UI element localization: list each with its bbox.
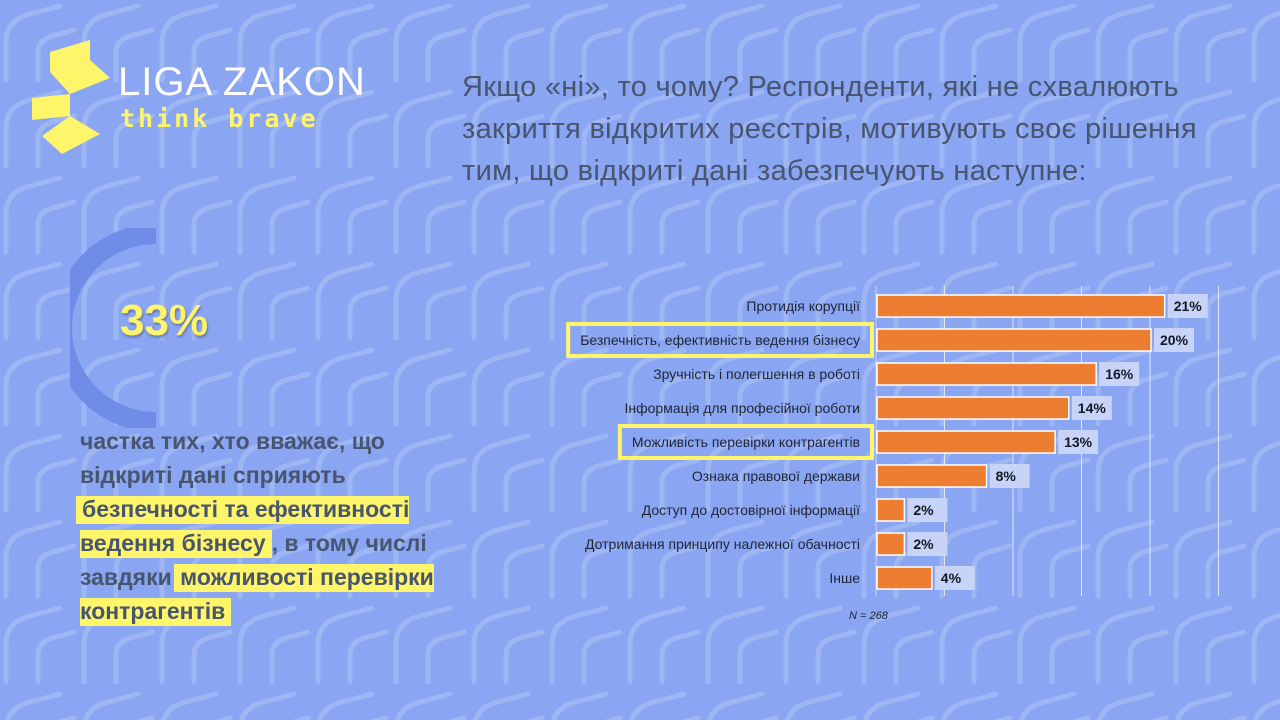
percent-ring — [70, 228, 157, 428]
bar — [876, 498, 906, 522]
category-label: Можливість перевірки контрагентів — [632, 434, 860, 450]
bar — [876, 294, 1166, 318]
category-label: Доступ до достовірної інформації — [642, 502, 860, 518]
data-label: 13% — [1064, 434, 1093, 450]
data-label-bg — [1167, 294, 1208, 318]
data-label-bg — [907, 498, 948, 522]
data-label-bg — [989, 464, 1030, 488]
brand-tagline: think brave — [120, 104, 319, 133]
data-label-bg — [1071, 396, 1112, 420]
bar — [876, 464, 988, 488]
data-label: 21% — [1174, 298, 1203, 314]
category-label: Ознака правової держави — [692, 468, 860, 484]
liga-zakon-logo-icon — [32, 40, 110, 154]
bar-chart: Протидія корупції 21% Безпечність, ефектив… — [566, 286, 1219, 596]
page-title: Якщо «ні», то чому? Респонденти, які не … — [462, 71, 1197, 187]
bar — [876, 430, 1056, 454]
data-label: 16% — [1105, 366, 1134, 382]
logo: LIGA ZAKON think brave — [28, 38, 408, 168]
highlight-box — [617, 424, 874, 460]
bar — [876, 532, 906, 556]
data-label: 2% — [913, 502, 934, 518]
data-label-bg — [1058, 430, 1099, 454]
data-label-bg — [907, 532, 948, 556]
data-label: 14% — [1078, 400, 1107, 416]
brand-name: LIGA ZAKON — [118, 60, 366, 104]
stat-description: частка тих, хто вважає, що відкриті дані… — [76, 424, 450, 628]
bar — [876, 328, 1152, 352]
sample-size-note: N = 268 — [849, 610, 888, 622]
category-label: Інформація для професійної роботи — [624, 400, 860, 416]
data-label-bg — [934, 566, 975, 590]
highlight-box — [566, 322, 874, 358]
stat-text-part: , в тому числі завдяки — [80, 530, 427, 590]
data-label: 20% — [1160, 332, 1189, 348]
bar — [876, 396, 1070, 420]
category-label: Безпечність, ефективність ведення бізнес… — [580, 332, 860, 348]
bar — [876, 362, 1097, 386]
data-label: 4% — [941, 570, 962, 586]
category-label: Інше — [829, 570, 860, 586]
data-label: 2% — [913, 536, 934, 552]
category-label: Дотримання принципу належної обачності — [585, 536, 860, 552]
bar — [876, 566, 933, 590]
stat-text-part: частка тих, хто вважає, що відкриті дані… — [80, 428, 385, 488]
data-label-bg — [1154, 328, 1194, 352]
stat-percent: 33% — [120, 296, 209, 345]
category-label: Протидія корупції — [746, 298, 860, 314]
data-label-bg — [1099, 362, 1140, 386]
data-label: 8% — [996, 468, 1017, 484]
category-label: Зручність і полегшення в роботі — [653, 366, 860, 382]
